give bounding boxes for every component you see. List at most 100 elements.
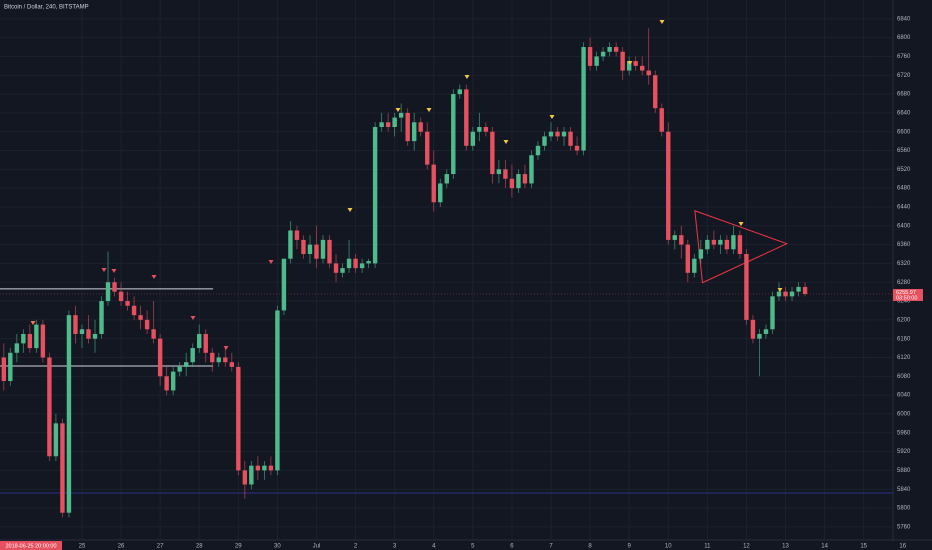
y-tick-label: 5880 — [897, 468, 911, 474]
candle-body — [750, 319, 756, 339]
candle-body — [692, 258, 697, 273]
candle-body — [496, 169, 502, 175]
last-price-box — [893, 288, 923, 301]
candle-body — [607, 47, 612, 52]
candle-body — [646, 70, 651, 76]
crosshair-date-box — [0, 541, 62, 550]
candle-body — [490, 131, 495, 175]
candle-body — [53, 423, 59, 457]
y-tick-label: 6480 — [897, 186, 911, 192]
candle-body — [457, 89, 462, 95]
candle-body — [262, 465, 267, 471]
candle-body — [737, 235, 743, 255]
candle-body — [640, 65, 645, 71]
y-tick-label: 6400 — [897, 223, 911, 229]
candles — [1, 28, 808, 518]
signal-marker — [30, 321, 36, 325]
signal-marker — [549, 115, 555, 119]
candle-body — [757, 333, 762, 339]
y-tick-label: 6080 — [897, 374, 911, 380]
candle-body — [698, 249, 704, 259]
candle-body — [724, 239, 730, 250]
candle-body — [444, 174, 449, 184]
candle-body — [529, 155, 534, 184]
candle-body — [40, 324, 46, 358]
candle-body — [509, 178, 515, 189]
candle-body — [392, 117, 397, 128]
signal-marker — [659, 20, 665, 24]
candle-body — [359, 263, 365, 269]
candle-body — [320, 239, 326, 259]
candle-body — [438, 183, 443, 203]
candle-body — [307, 244, 313, 255]
y-tick-label: 6840 — [897, 16, 911, 22]
candle-body — [73, 315, 78, 334]
candle-body — [711, 239, 717, 245]
x-tick-label: 30 — [274, 544, 281, 550]
candle-body — [568, 131, 573, 146]
candle-body — [594, 56, 599, 66]
y-tick-label: 5960 — [897, 430, 911, 436]
candle-body — [783, 291, 788, 297]
signal-marker — [464, 75, 470, 79]
candle-body — [581, 47, 586, 151]
crosshair-date-label: 2018-06-25 20:00:00 — [5, 543, 56, 549]
y-tick-label: 6320 — [897, 261, 911, 267]
countdown-label: 03:50:00 — [896, 295, 917, 301]
x-tick-label: 9 — [627, 544, 631, 550]
candle-body — [659, 108, 664, 132]
candle-body — [483, 127, 489, 132]
candle-body — [60, 423, 65, 513]
x-tick-label: 29 — [235, 544, 242, 550]
candle-body — [685, 244, 690, 273]
y-tick-label: 6000 — [897, 412, 911, 418]
candle-body — [34, 324, 39, 349]
y-tick-label: 6120 — [897, 355, 911, 361]
candle-body — [47, 357, 52, 457]
candle-body — [216, 357, 221, 363]
candle-body — [223, 357, 228, 363]
candle-body — [731, 235, 736, 250]
candle-body — [203, 333, 208, 353]
candle-body — [157, 338, 163, 377]
candle-body — [620, 51, 625, 71]
y-tick-label: 5760 — [897, 524, 911, 530]
candle-body — [542, 136, 547, 146]
y-tick-label: 5840 — [897, 487, 911, 493]
candle-body — [268, 465, 274, 471]
candle-body — [242, 470, 248, 485]
candle-body — [184, 362, 189, 367]
y-tick-label: 6040 — [897, 393, 911, 399]
candle-body — [705, 239, 710, 250]
candle-body — [27, 333, 33, 349]
signals — [30, 20, 783, 350]
candle-body — [366, 261, 371, 264]
x-tick-label: 25 — [79, 544, 86, 550]
candle-body — [431, 164, 436, 203]
signal-marker — [190, 316, 196, 320]
x-tick-label: 16 — [899, 544, 906, 550]
candle-body — [86, 329, 91, 339]
candle-body — [405, 112, 410, 142]
signal-marker — [777, 288, 783, 292]
signal-marker — [503, 140, 509, 144]
candle-body — [561, 131, 567, 137]
candle-body — [666, 131, 671, 240]
y-tick-label: 6800 — [897, 35, 911, 41]
x-tick-label: 7 — [549, 544, 553, 550]
x-tick-label: 15 — [860, 544, 867, 550]
candle-body — [672, 235, 677, 240]
y-tick-label: 5800 — [897, 506, 911, 512]
y-tick-label: 6560 — [897, 148, 911, 154]
candle-body — [653, 75, 658, 109]
y-tick-label: 6240 — [897, 299, 911, 305]
signal-marker — [268, 260, 274, 264]
x-tick-label: 2 — [354, 544, 358, 550]
candle-body — [301, 239, 306, 255]
candle-body — [633, 61, 638, 66]
candle-body — [288, 230, 293, 259]
x-tick-label: Jul — [313, 544, 321, 550]
x-tick-label: 10 — [665, 544, 672, 550]
